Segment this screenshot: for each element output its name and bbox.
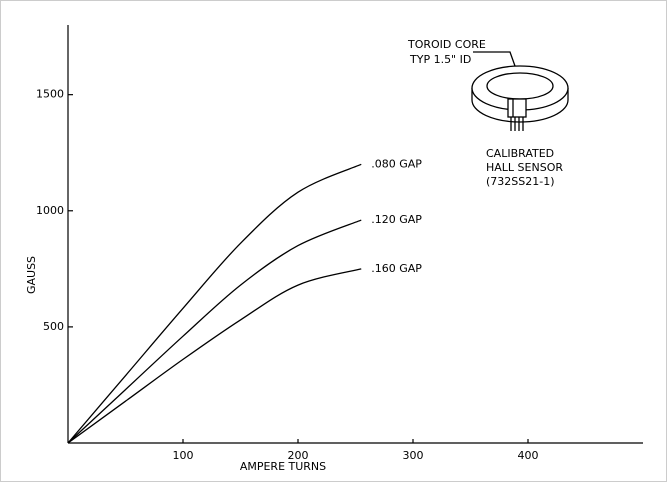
y-tick-label: 1500 (36, 88, 64, 101)
annotation: CALIBRATED (486, 147, 554, 160)
series-label: .080 GAP (371, 157, 422, 170)
y-tick-label: 500 (43, 320, 64, 333)
annotation: TYP 1.5" ID (409, 53, 471, 66)
annotation: HALL SENSOR (486, 161, 563, 174)
toroid-illustration (471, 51, 569, 131)
x-axis-label: AMPERE TURNS (240, 460, 326, 473)
x-tick-label: 400 (518, 449, 539, 462)
y-tick-label: 1000 (36, 204, 64, 217)
x-tick-label: 200 (288, 449, 309, 462)
y-axis-label: GAUSS (25, 256, 38, 294)
series-line (67, 219, 362, 444)
annotation: (732SS21-1) (486, 175, 555, 188)
series-label: .120 GAP (371, 213, 422, 226)
annotation: TOROID CORE (407, 38, 486, 51)
x-tick-label: 100 (173, 449, 194, 462)
series-line (67, 268, 362, 444)
x-tick-label: 300 (403, 449, 424, 462)
series-line (67, 163, 362, 444)
series-label: .160 GAP (371, 262, 422, 275)
